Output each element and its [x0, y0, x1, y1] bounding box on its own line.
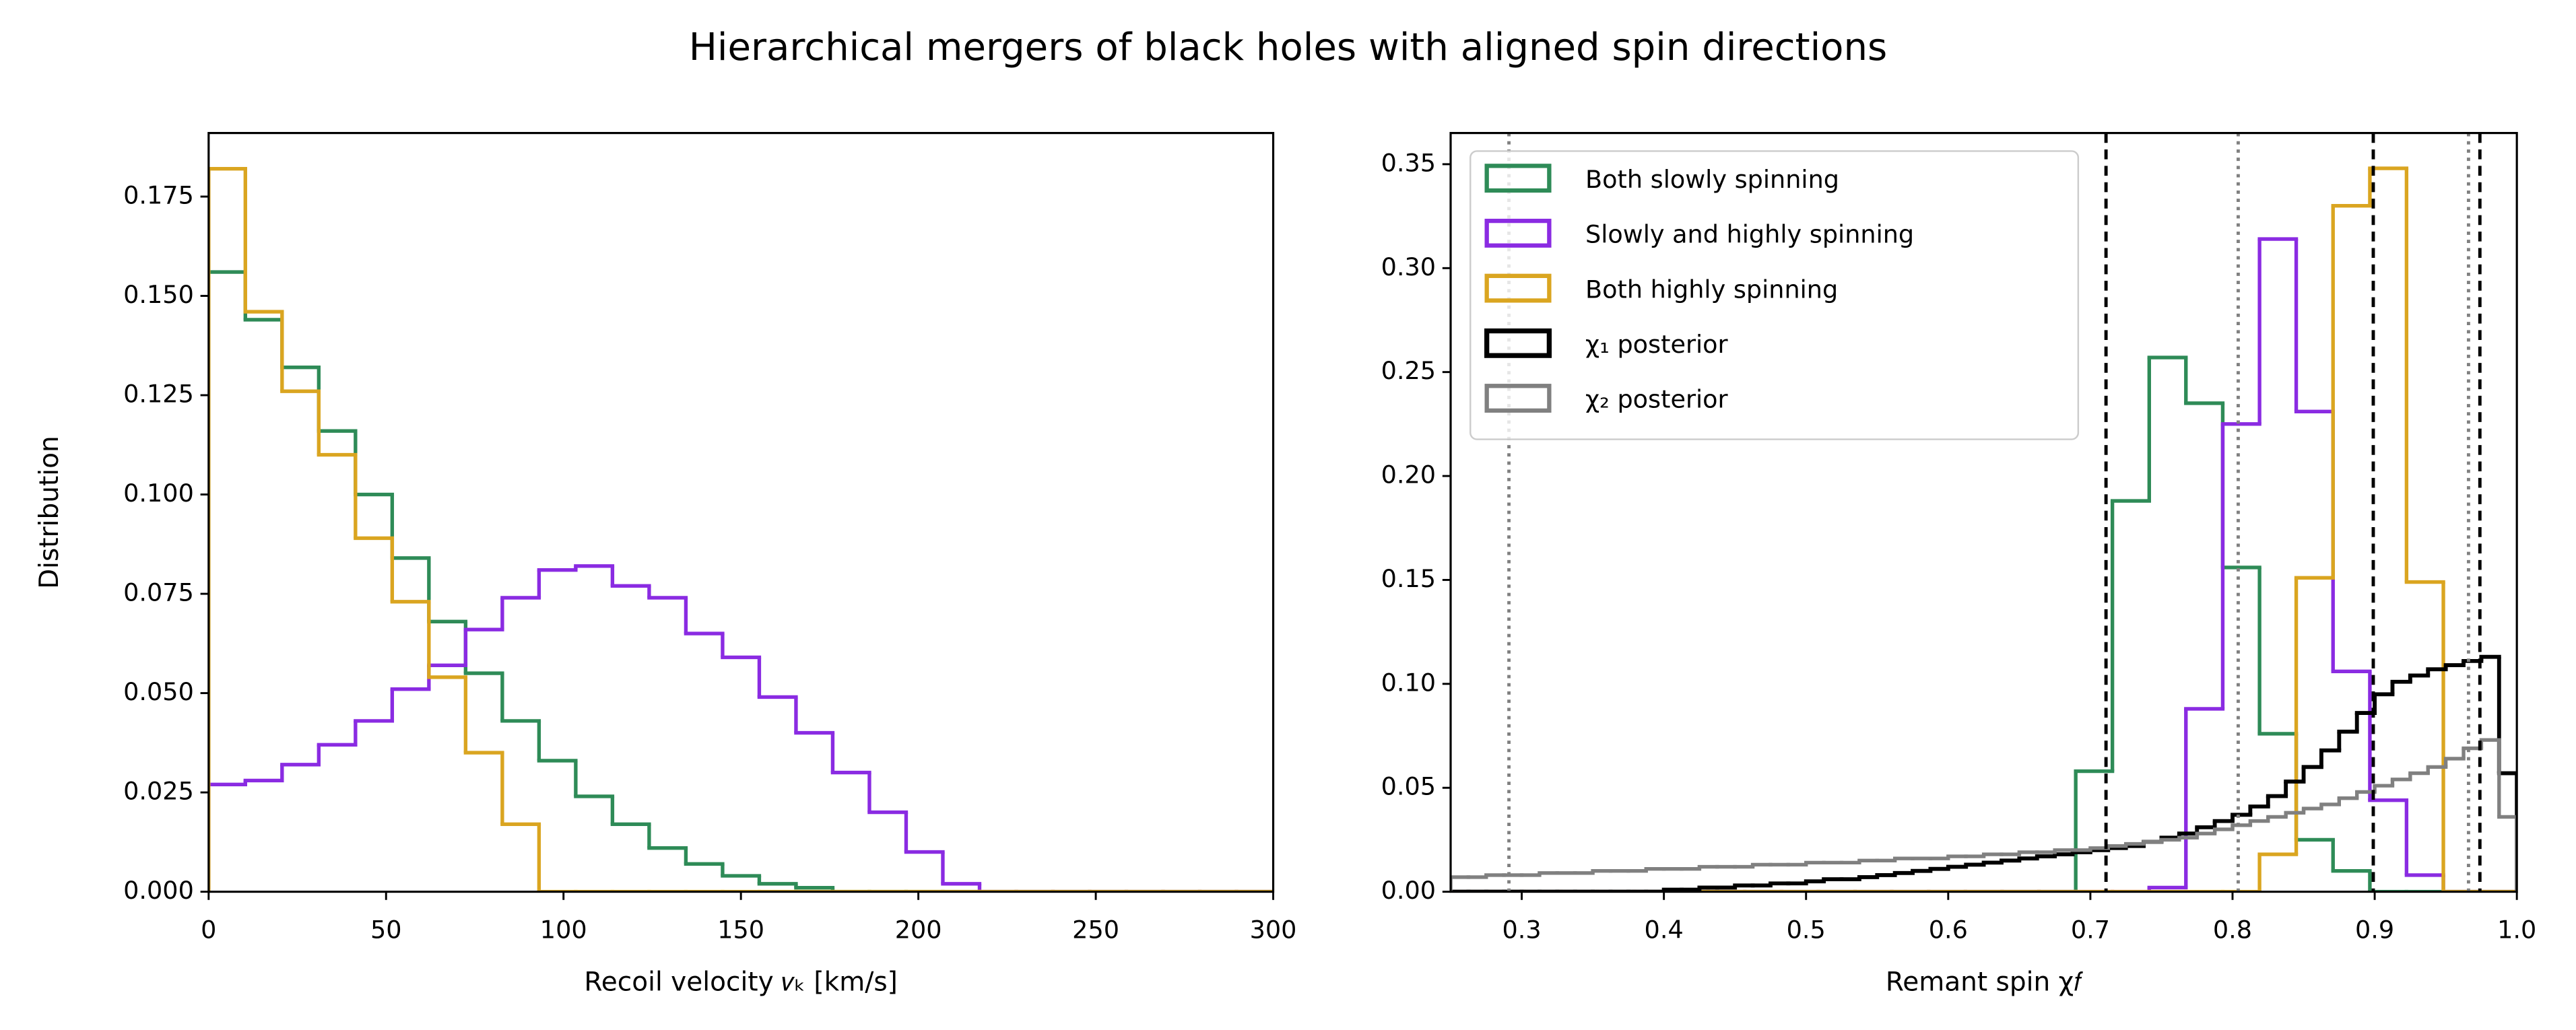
y-tick-label: 0.025: [123, 777, 194, 806]
y-tick-label: 0.25: [1381, 356, 1436, 385]
y-axis-label: Distribution: [34, 436, 65, 589]
y-tick-label: 0.100: [123, 479, 194, 508]
y-tick-label: 0.150: [123, 280, 194, 309]
legend-swatch: [1484, 384, 1552, 413]
x-tick-label: 0.9: [2355, 916, 2394, 945]
legend-swatch: [1484, 164, 1552, 193]
legend-label: Both highly spinning: [1585, 275, 1838, 304]
figure-title: Hierarchical mergers of black holes with…: [689, 26, 1888, 69]
x-tick-label: 150: [717, 916, 764, 945]
x-tick-label: 300: [1250, 916, 1297, 945]
y-tick-label: 0.075: [123, 578, 194, 607]
x-tick-label: 0.3: [1502, 916, 1541, 945]
y-tick-label: 0.050: [123, 677, 194, 706]
y-tick-label: 0.15: [1381, 564, 1436, 593]
legend-label: χ₁ posterior: [1585, 330, 1729, 359]
legend-box: [1469, 150, 2080, 440]
axes-frame: [1449, 132, 2518, 893]
y-tick-label: 0.35: [1381, 148, 1436, 177]
y-tick-label: 0.000: [123, 876, 194, 905]
x-axis-label: Remant spin χ𝑓: [1886, 967, 2083, 998]
x-tick-label: 250: [1072, 916, 1119, 945]
x-tick-label: 1.0: [2497, 916, 2536, 945]
y-tick-label: 0.05: [1381, 772, 1436, 801]
legend-label: Slowly and highly spinning: [1585, 220, 1914, 249]
legend-label: Both slowly spinning: [1585, 165, 1839, 194]
x-axis-label: Recoil velocity 𝑣ₖ [km/s]: [584, 967, 897, 998]
y-tick-label: 0.175: [123, 181, 194, 210]
x-tick-label: 0.6: [1929, 916, 1968, 945]
legend-swatch: [1484, 218, 1552, 248]
y-tick-label: 0.125: [123, 380, 194, 409]
x-tick-label: 0.4: [1645, 916, 1684, 945]
y-tick-label: 0.30: [1381, 252, 1436, 281]
y-tick-label: 0.00: [1381, 876, 1436, 905]
x-tick-label: 0.5: [1787, 916, 1826, 945]
plot-area: [208, 167, 1274, 892]
legend-swatch: [1484, 328, 1552, 358]
x-tick-label: 100: [540, 916, 587, 945]
y-tick-label: 0.20: [1381, 460, 1436, 489]
plot-area: [1451, 133, 2517, 892]
x-tick-label: 0.8: [2213, 916, 2252, 945]
x-tick-label: 200: [895, 916, 942, 945]
x-tick-label: 50: [370, 916, 402, 945]
legend-label: χ₂ posterior: [1585, 385, 1729, 414]
y-tick-label: 0.10: [1381, 668, 1436, 697]
legend-swatch: [1484, 273, 1552, 303]
x-tick-label: 0: [201, 916, 216, 945]
x-tick-label: 0.7: [2071, 916, 2110, 945]
